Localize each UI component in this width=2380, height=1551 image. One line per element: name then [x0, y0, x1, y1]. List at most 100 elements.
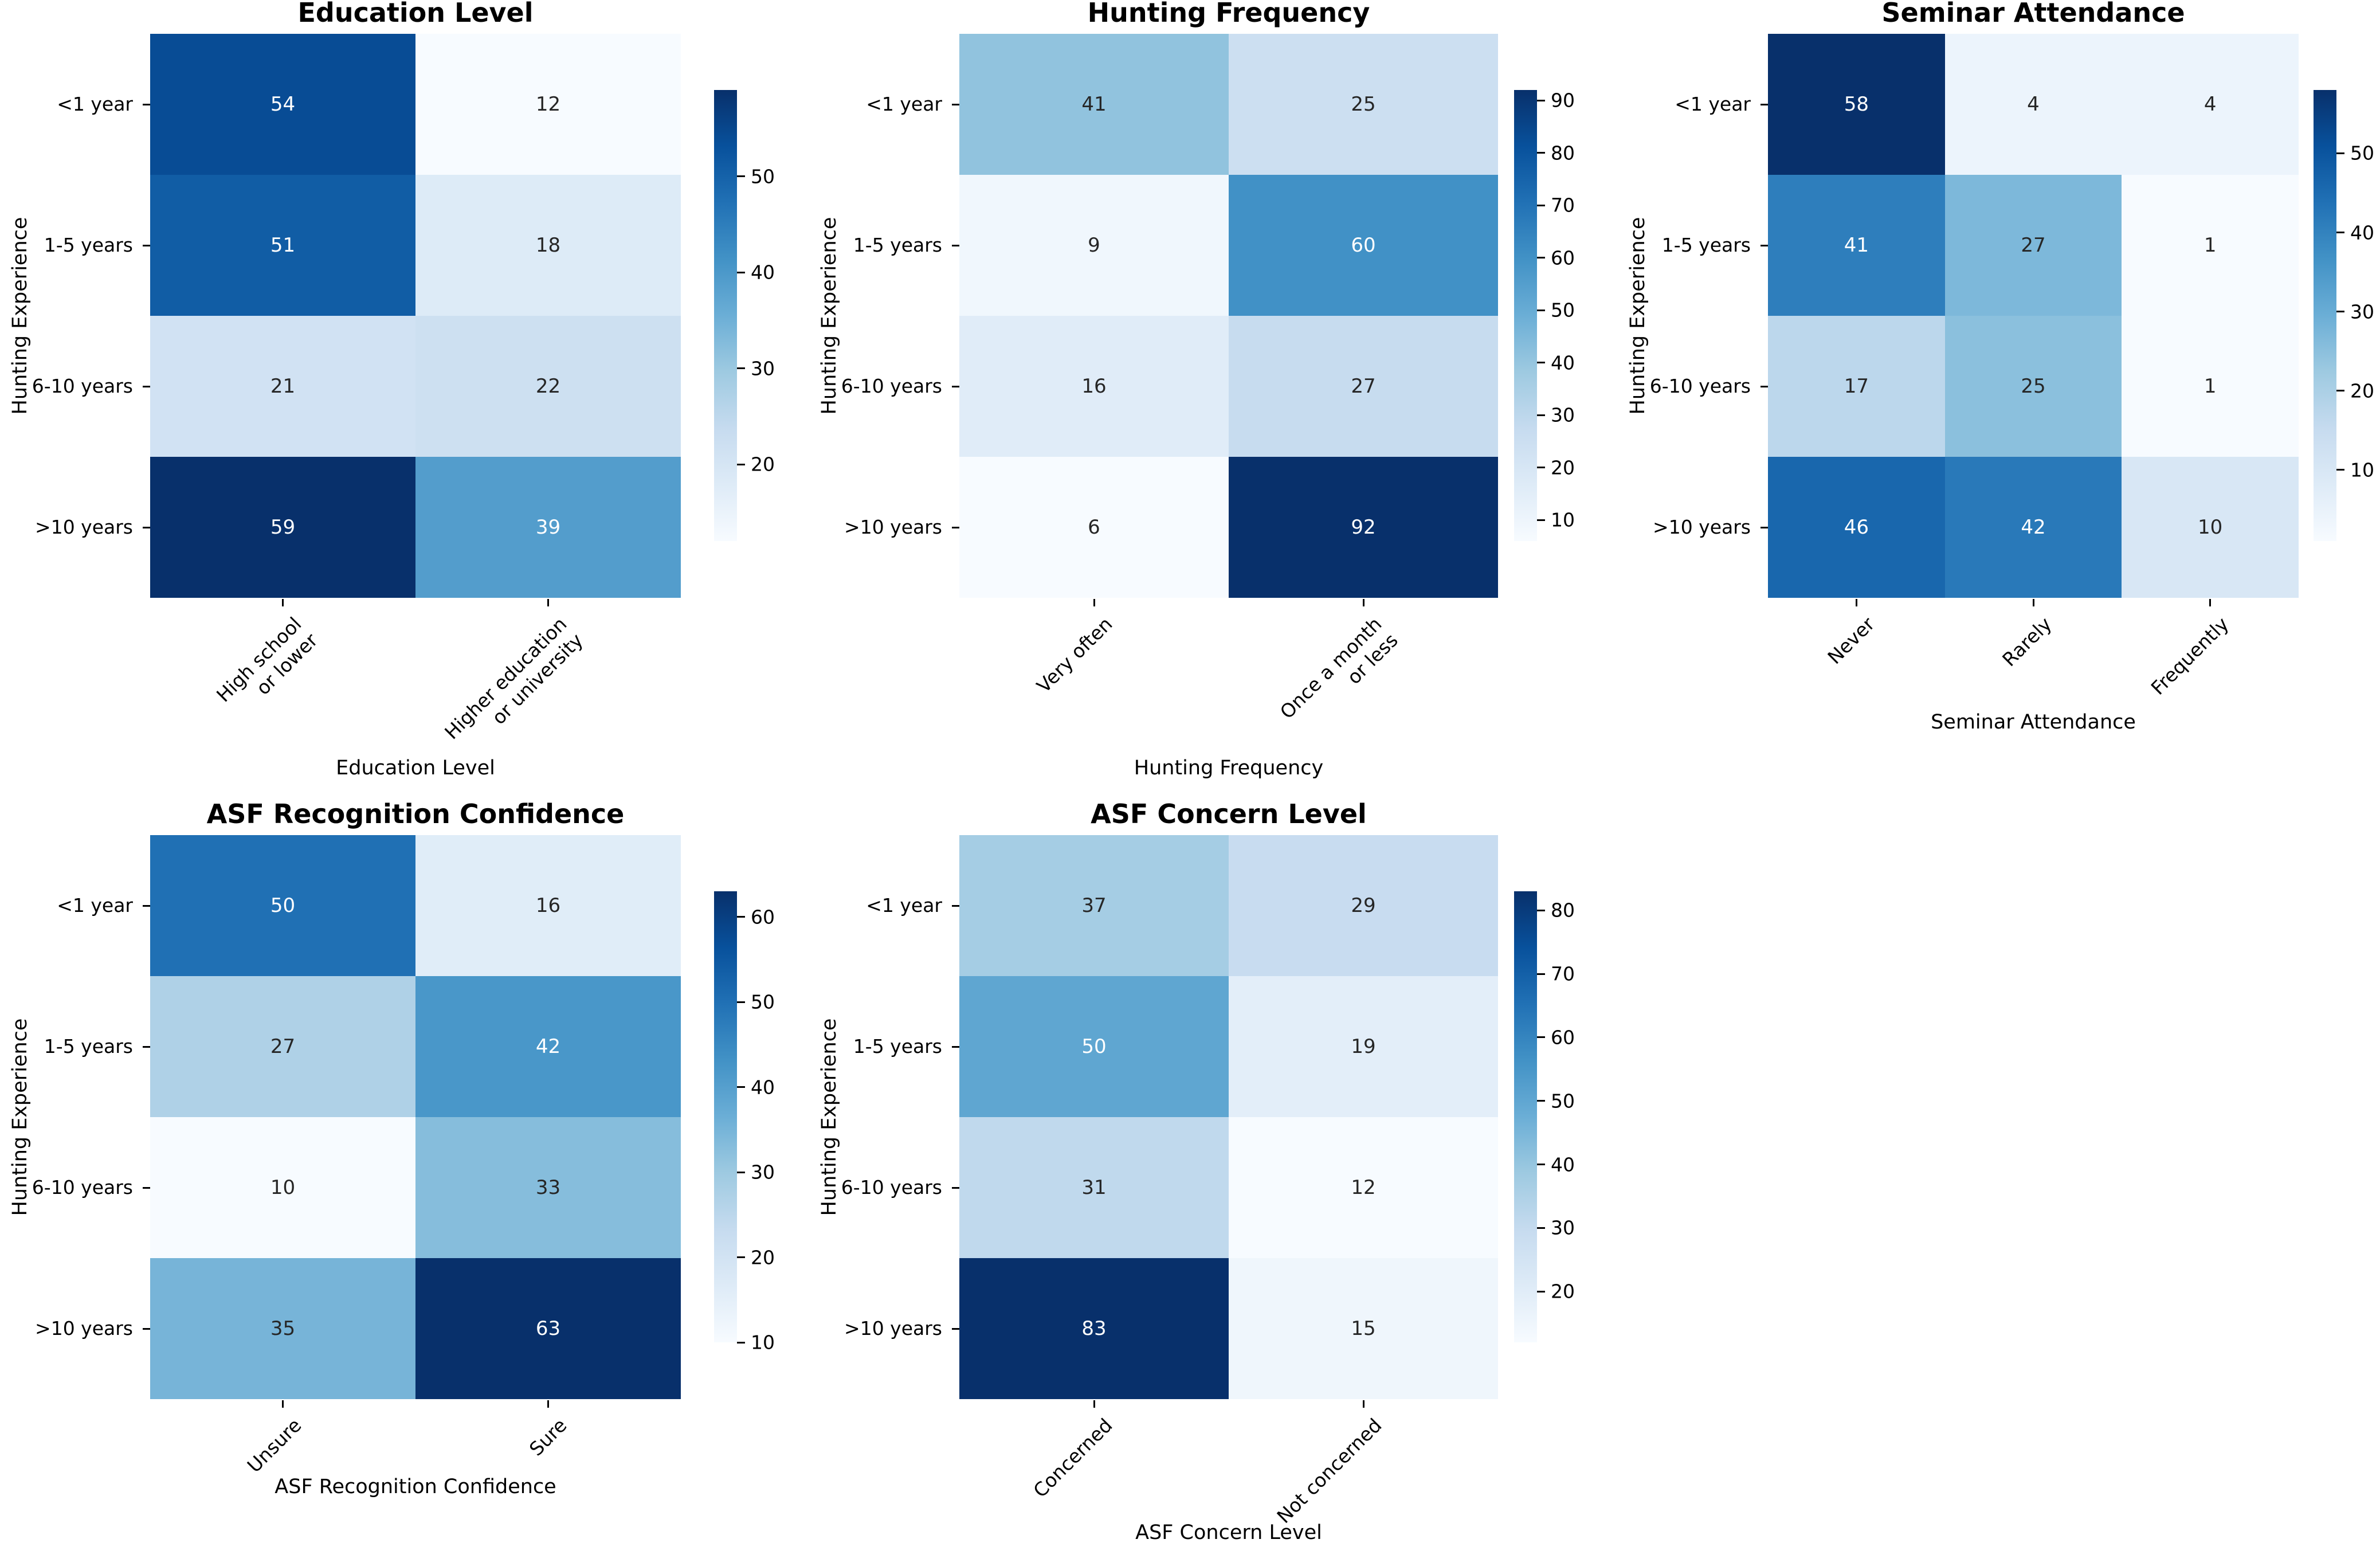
heatmap-cell: 33 [415, 1117, 681, 1258]
y-tick-label: <1 year [866, 93, 942, 115]
heatmap-cell: 92 [1229, 457, 1498, 598]
colorbar-tick [737, 367, 745, 370]
y-axis-label-education-level: Hunting Experience [9, 217, 32, 415]
heatmap-cell: 16 [415, 835, 681, 976]
y-axis-tick [143, 103, 150, 105]
y-tick-label: <1 year [1675, 93, 1751, 115]
heatmap-cell: 41 [1768, 175, 1945, 316]
colorbar-tick-label: 30 [751, 357, 775, 380]
colorbar-tick [737, 916, 745, 918]
colorbar-tick [1537, 519, 1545, 521]
heatmap-cell: 42 [415, 976, 681, 1117]
x-axis-label-asf-recognition-confidence: ASF Recognition Confidence [275, 1475, 556, 1498]
colorbar-tick-label: 80 [1551, 899, 1575, 922]
y-axis-tick [952, 904, 959, 907]
x-tick-label: Rarely [1998, 613, 2056, 671]
colorbar-tick-label: 20 [2350, 379, 2374, 402]
y-axis-tick [1761, 103, 1768, 105]
y-tick-label: 1-5 years [853, 1035, 942, 1058]
y-axis-label-hunting-frequency: Hunting Experience [818, 217, 841, 415]
heatmap-cell: 10 [150, 1117, 415, 1258]
colorbar-tick [737, 1256, 745, 1258]
y-tick-label: 6-10 years [841, 1176, 942, 1198]
colorbar-tick [1537, 204, 1545, 206]
x-tick-label: Frequently [2146, 613, 2233, 699]
colorbar-tick-label: 60 [1551, 246, 1575, 269]
y-tick-label: 1-5 years [44, 1035, 133, 1058]
colorbar-tick-label: 80 [1551, 142, 1575, 164]
heatmap-asf-concern-level: 37 29 50 19 31 12 83 15 [959, 835, 1498, 1399]
heatmap-cell: 19 [1229, 976, 1498, 1117]
y-axis-tick [1761, 526, 1768, 528]
y-axis-tick [952, 1186, 959, 1189]
colorbar-asf-concern-level [1514, 891, 1537, 1342]
heatmap-cell: 12 [1229, 1117, 1498, 1258]
colorbar-tick-label: 50 [751, 990, 775, 1013]
colorbar-seminar-attendance [2314, 90, 2336, 541]
x-axis-tick [1093, 599, 1095, 606]
colorbar-tick [2336, 390, 2344, 392]
chart-title-education-level: Education Level [297, 0, 534, 28]
x-axis-label-asf-concern-level: ASF Concern Level [1135, 1521, 1322, 1544]
chart-title-seminar-attendance: Seminar Attendance [1881, 0, 2185, 28]
heatmap-cell: 15 [1229, 1258, 1498, 1399]
heatmap-cell: 16 [959, 316, 1229, 457]
x-axis-tick [1362, 599, 1365, 606]
colorbar-tick [1537, 1100, 1545, 1102]
colorbar-tick [1537, 1227, 1545, 1229]
heatmap-cell: 59 [150, 457, 415, 598]
colorbar-tick-label: 50 [751, 165, 775, 188]
colorbar-hunting-frequency [1514, 90, 1537, 541]
colorbar-tick [1537, 362, 1545, 364]
colorbar-tick [737, 1086, 745, 1088]
colorbar-tick [2336, 232, 2344, 234]
heatmap-cell: 25 [1229, 34, 1498, 175]
heatmap-cell: 35 [150, 1258, 415, 1399]
x-tick-label: High school or lower [211, 613, 322, 707]
colorbar-tick-label: 10 [2350, 459, 2374, 481]
heatmap-cell: 31 [959, 1117, 1229, 1258]
x-axis-tick [2209, 599, 2212, 606]
colorbar-tick [737, 271, 745, 273]
y-axis-tick [143, 1186, 150, 1189]
heatmap-cell: 12 [415, 34, 681, 175]
x-tick-label: Higher education or university [440, 613, 587, 744]
y-axis-tick [952, 385, 959, 387]
heatmap-cell: 18 [415, 175, 681, 316]
colorbar-asf-recognition-confidence [714, 891, 737, 1342]
colorbar-tick [1537, 973, 1545, 975]
heatmap-cell: 58 [1768, 34, 1945, 175]
colorbar-tick [1537, 152, 1545, 154]
y-tick-label: 6-10 years [32, 1176, 133, 1198]
y-tick-label: >10 years [35, 516, 133, 538]
y-axis-tick [952, 1045, 959, 1048]
colorbar-tick-label: 70 [1551, 194, 1575, 217]
heatmap-cell: 54 [150, 34, 415, 175]
x-tick-label: Never [1823, 613, 1879, 669]
heatmap-cell: 83 [959, 1258, 1229, 1399]
chart-title-asf-recognition-confidence: ASF Recognition Confidence [206, 798, 625, 829]
colorbar-tick-label: 40 [2350, 221, 2374, 244]
x-axis-tick [282, 1400, 284, 1408]
heatmap-cell: 29 [1229, 835, 1498, 976]
colorbar-tick [1537, 309, 1545, 311]
y-axis-label-asf-concern-level: Hunting Experience [818, 1018, 841, 1216]
heatmap-cell: 37 [959, 835, 1229, 976]
colorbar-tick [737, 463, 745, 465]
chart-title-asf-concern-level: ASF Concern Level [1091, 798, 1367, 829]
heatmap-seminar-attendance: 58 4 4 41 27 1 17 25 1 46 42 10 [1768, 34, 2299, 598]
y-axis-tick [952, 103, 959, 105]
y-tick-label: >10 years [35, 1317, 133, 1340]
colorbar-tick-label: 40 [751, 261, 775, 284]
colorbar-tick-label: 60 [751, 906, 775, 929]
heatmap-cell: 50 [959, 976, 1229, 1117]
heatmap-cell: 27 [150, 976, 415, 1117]
heatmap-cell: 51 [150, 175, 415, 316]
colorbar-tick-label: 30 [2350, 300, 2374, 323]
colorbar-tick-label: 40 [751, 1076, 775, 1099]
y-tick-label: 1-5 years [44, 234, 133, 256]
colorbar-tick-label: 50 [2350, 142, 2374, 164]
heatmap-cell: 4 [1944, 34, 2122, 175]
colorbar-tick-label: 20 [751, 1246, 775, 1268]
